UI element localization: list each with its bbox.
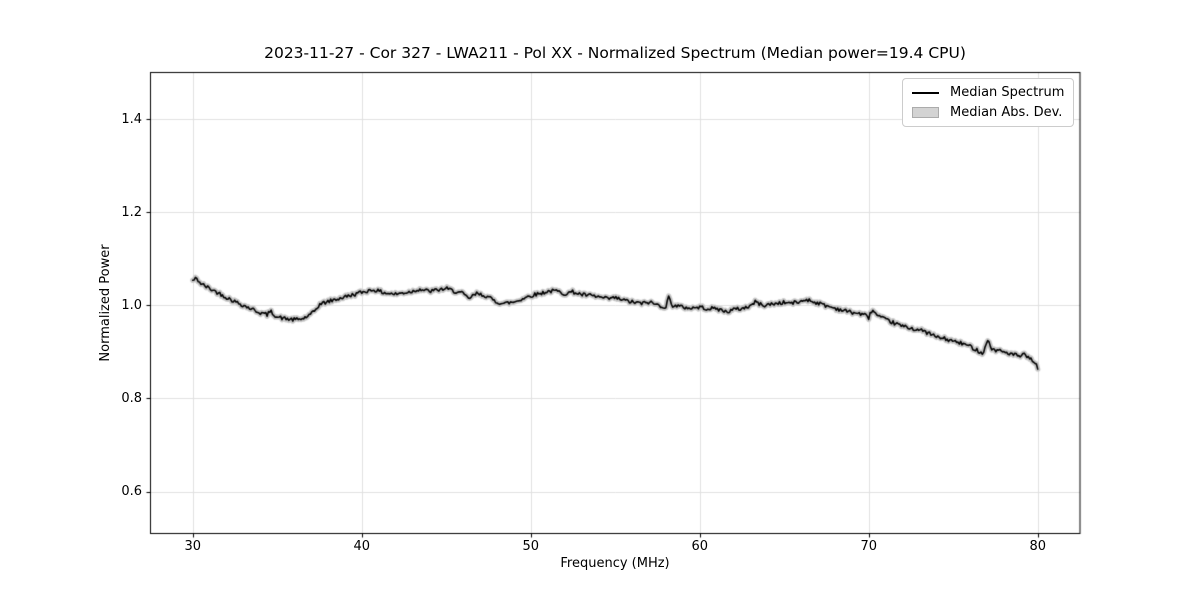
x-tick-label: 80 — [1029, 539, 1047, 554]
x-tick-label: 70 — [860, 539, 878, 554]
x-tick-label: 50 — [522, 539, 540, 554]
median-spectrum-line-swatch — [912, 91, 939, 94]
x-tick-label: 40 — [353, 539, 371, 554]
legend-item-median-spectrum: Median Spectrum — [912, 84, 1065, 101]
y-tick-label: 0.8 — [121, 390, 142, 406]
x-tick-label: 30 — [184, 539, 202, 554]
legend: Median Spectrum Median Abs. Dev. — [902, 78, 1074, 127]
y-tick-label: 1.4 — [121, 111, 142, 127]
x-tick-label: 60 — [691, 539, 709, 554]
legend-label-median-spectrum: Median Spectrum — [950, 84, 1065, 100]
plot-title: 2023-11-27 - Cor 327 - LWA211 - Pol XX -… — [264, 44, 966, 62]
legend-label-median-abs-dev: Median Abs. Dev. — [950, 104, 1063, 120]
y-tick-label: 0.6 — [121, 484, 142, 500]
x-axis-label: Frequency (MHz) — [560, 556, 670, 571]
median-abs-dev-patch-swatch — [912, 107, 939, 118]
y-tick-label: 1.2 — [121, 204, 142, 220]
y-tick-label: 1.0 — [121, 297, 142, 313]
legend-item-median-abs-dev: Median Abs. Dev. — [912, 104, 1065, 121]
